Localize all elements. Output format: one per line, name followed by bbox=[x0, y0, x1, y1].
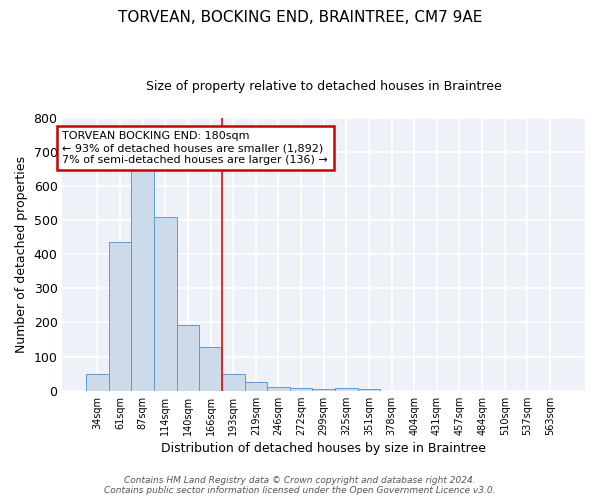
Bar bbox=[358, 389, 380, 390]
Bar bbox=[109, 242, 131, 390]
Title: Size of property relative to detached houses in Braintree: Size of property relative to detached ho… bbox=[146, 80, 502, 93]
Bar bbox=[267, 388, 290, 390]
Text: TORVEAN BOCKING END: 180sqm
← 93% of detached houses are smaller (1,892)
7% of s: TORVEAN BOCKING END: 180sqm ← 93% of det… bbox=[62, 132, 328, 164]
Bar bbox=[313, 389, 335, 390]
Bar bbox=[154, 216, 176, 390]
Bar bbox=[245, 382, 267, 390]
Bar bbox=[86, 374, 109, 390]
Bar bbox=[199, 347, 222, 391]
Bar bbox=[176, 325, 199, 390]
Bar bbox=[131, 169, 154, 390]
Bar bbox=[222, 374, 245, 390]
X-axis label: Distribution of detached houses by size in Braintree: Distribution of detached houses by size … bbox=[161, 442, 486, 455]
Text: TORVEAN, BOCKING END, BRAINTREE, CM7 9AE: TORVEAN, BOCKING END, BRAINTREE, CM7 9AE bbox=[118, 10, 482, 25]
Y-axis label: Number of detached properties: Number of detached properties bbox=[15, 156, 28, 352]
Bar bbox=[335, 388, 358, 390]
Text: Contains HM Land Registry data © Crown copyright and database right 2024.
Contai: Contains HM Land Registry data © Crown c… bbox=[104, 476, 496, 495]
Bar bbox=[290, 388, 313, 390]
